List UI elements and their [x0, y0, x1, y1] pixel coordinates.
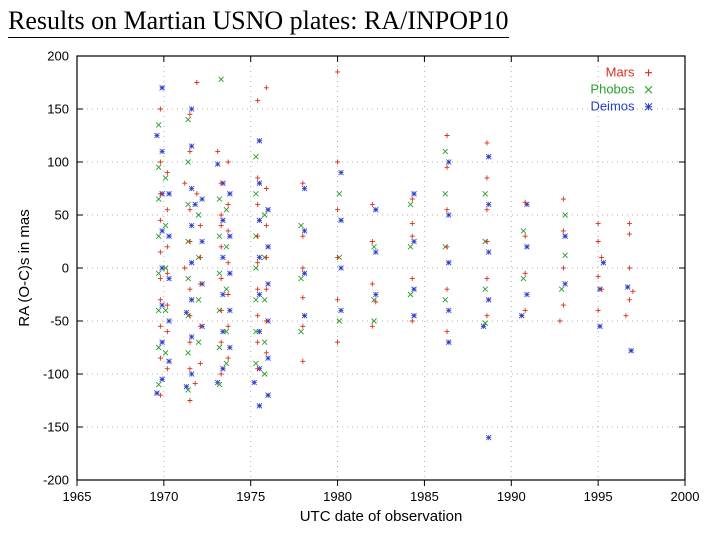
svg-text:RA (O-C)s in mas: RA (O-C)s in mas [16, 209, 33, 327]
svg-text:1970: 1970 [149, 489, 178, 504]
page-title: Results on Martian USNO plates: RA/INPOP… [8, 6, 509, 38]
svg-text:-50: -50 [50, 313, 69, 328]
svg-text:1985: 1985 [410, 489, 439, 504]
svg-text:Mars: Mars [606, 65, 635, 80]
svg-text:2000: 2000 [671, 489, 700, 504]
svg-text:1975: 1975 [236, 489, 265, 504]
svg-text:UTC date of observation: UTC date of observation [300, 508, 463, 525]
title-wrap: Results on Martian USNO plates: RA/INPOP… [0, 0, 720, 38]
svg-text:Phobos: Phobos [590, 82, 635, 97]
scatter-chart-svg: 19651970197519801985199019952000-200-150… [7, 42, 712, 532]
svg-text:50: 50 [55, 207, 69, 222]
svg-text:Deimos: Deimos [590, 99, 635, 114]
svg-text:200: 200 [47, 48, 69, 63]
svg-text:1965: 1965 [63, 489, 92, 504]
svg-text:-150: -150 [43, 419, 69, 434]
svg-text:1995: 1995 [584, 489, 613, 504]
chart: 19651970197519801985199019952000-200-150… [7, 42, 712, 532]
svg-text:0: 0 [62, 260, 69, 275]
page: Results on Martian USNO plates: RA/INPOP… [0, 0, 720, 540]
svg-text:1990: 1990 [497, 489, 526, 504]
svg-text:150: 150 [47, 101, 69, 116]
svg-text:-100: -100 [43, 366, 69, 381]
svg-text:1980: 1980 [323, 489, 352, 504]
svg-text:-200: -200 [43, 472, 69, 487]
svg-text:100: 100 [47, 154, 69, 169]
